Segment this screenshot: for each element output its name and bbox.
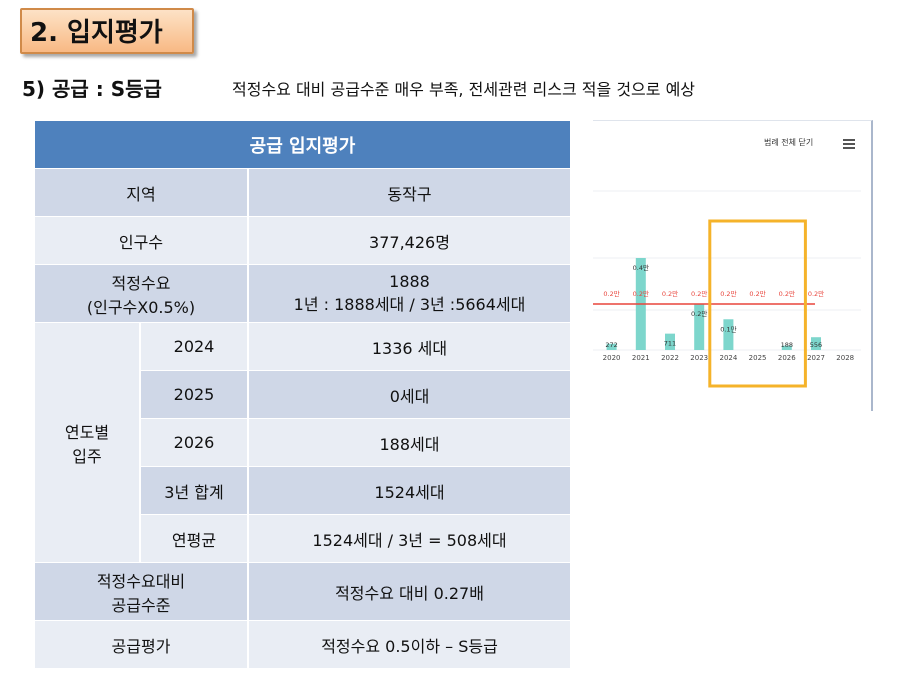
year-cell: 연평균 <box>139 514 249 563</box>
data-label: 711 <box>664 340 676 348</box>
year-cell: 2024 <box>139 322 249 371</box>
table-row: 적정수요 (인구수X0.5%) 1888 1년 : 1888세대 / 3년 :5… <box>33 264 572 323</box>
table-heading: 공급 입지평가 <box>33 120 572 169</box>
evaluation-value: 적정수요 0.5이하 – S등급 <box>247 620 572 669</box>
region-value: 동작구 <box>247 168 572 217</box>
bar <box>606 343 617 350</box>
yearly-label-line2: 입주 <box>72 446 102 466</box>
year-value: 0세대 <box>247 370 572 419</box>
table-row: 2025 0세대 <box>34 370 572 419</box>
x-tick-label: 2024 <box>719 354 737 362</box>
table-row: 지역 동작구 <box>33 168 572 217</box>
demand-label: 적정수요 (인구수X0.5%) <box>33 264 249 323</box>
data-label: 0.4만 <box>633 263 649 272</box>
supply-level-label-line2: 공급수준 <box>111 595 171 615</box>
table-header-row: 공급 입지평가 <box>33 120 572 169</box>
reference-label: 0.2만 <box>779 289 795 298</box>
supply-level-value: 적정수요 대비 0.27배 <box>247 562 572 621</box>
table-row: 공급평가 적정수요 0.5이하 – S등급 <box>33 620 572 669</box>
evaluation-label: 공급평가 <box>33 620 249 669</box>
year-cell: 2026 <box>139 418 249 467</box>
bar <box>723 319 734 350</box>
yearly-occupancy-label: 연도별 입주 <box>33 322 141 563</box>
table-row: 3년 합계 1524세대 <box>34 466 572 515</box>
x-tick-label: 2026 <box>778 354 796 362</box>
x-tick-label: 2025 <box>749 354 767 362</box>
demand-label-line2: (인구수X0.5%) <box>86 297 196 317</box>
table-row: 2026 188세대 <box>34 418 572 467</box>
legend-toggle-button[interactable]: 범례 전체 닫기 <box>764 138 814 147</box>
data-label: 272 <box>605 341 617 349</box>
year-cell: 3년 합계 <box>139 466 249 515</box>
year-value: 1524세대 <box>247 466 572 515</box>
x-tick-label: 2023 <box>690 354 708 362</box>
reference-label: 0.2만 <box>633 289 649 298</box>
bar <box>811 337 821 350</box>
population-label: 인구수 <box>33 216 249 265</box>
table-row: 연도별 입주 2024 1336 세대 <box>33 322 572 563</box>
data-label: 188 <box>781 341 793 349</box>
demand-value: 1888 1년 : 1888세대 / 3년 :5664세대 <box>247 264 572 323</box>
demand-label-line1: 적정수요 <box>111 273 171 293</box>
hamburger-menu-icon[interactable] <box>843 139 855 151</box>
supply-bar-chart: 2020 272 2021 0.4만 2022 711 2023 0.2만 2024 0.1만 20… <box>593 190 861 388</box>
supply-evaluation-table: 공급 입지평가 지역 동작구 인구수 377,426명 적정수요 (인구수X0.… <box>33 120 572 669</box>
x-tick-label: 2022 <box>661 354 679 362</box>
highlight-box <box>708 219 807 388</box>
reference-label: 0.2만 <box>691 289 707 298</box>
demand-value-line1: 1888 <box>389 272 430 291</box>
reference-label: 0.2만 <box>808 289 824 298</box>
x-tick-label: 2021 <box>632 354 650 362</box>
reference-label: 0.2만 <box>662 289 678 298</box>
demand-value-line2: 1년 : 1888세대 / 3년 :5664세대 <box>293 295 526 314</box>
year-value: 1524세대 / 3년 = 508세대 <box>247 514 572 563</box>
data-label: 0.2만 <box>691 309 707 318</box>
data-label: 0.1만 <box>720 324 736 333</box>
data-label: 556 <box>810 341 822 349</box>
supply-level-label-line1: 적정수요대비 <box>96 571 186 591</box>
summary-note: 적정수요 대비 공급수준 매우 부족, 전세관련 리스크 적을 것으로 예상 <box>232 80 696 99</box>
yearly-label-line1: 연도별 <box>64 422 110 442</box>
x-tick-label: 2020 <box>603 354 621 362</box>
x-tick-label: 2028 <box>836 354 854 362</box>
section-title: 2. 입지평가 <box>20 8 194 54</box>
table-row: 적정수요대비 공급수준 적정수요 대비 0.27배 <box>33 562 572 621</box>
table-row: 연평균 1524세대 / 3년 = 508세대 <box>34 514 572 563</box>
bar <box>665 333 675 350</box>
year-value: 188세대 <box>247 418 572 467</box>
year-value: 1336 세대 <box>247 322 572 371</box>
year-cell: 2025 <box>139 370 249 419</box>
reference-label: 0.2만 <box>720 289 736 298</box>
supply-level-label: 적정수요대비 공급수준 <box>33 562 249 621</box>
bar <box>694 304 705 350</box>
supply-chart-panel: 2020 272 2021 0.4만 2022 711 2023 0.2만 2024 0.1만 20… <box>593 120 873 411</box>
population-value: 377,426명 <box>247 216 572 265</box>
x-tick-label: 2027 <box>807 354 825 362</box>
table-row: 인구수 377,426명 <box>33 216 572 265</box>
bar <box>781 345 792 350</box>
reference-label: 0.2만 <box>603 289 619 298</box>
reference-label: 0.2만 <box>749 289 765 298</box>
region-label: 지역 <box>33 168 249 217</box>
subsection-title: 5) 공급 : S등급 <box>22 77 162 101</box>
